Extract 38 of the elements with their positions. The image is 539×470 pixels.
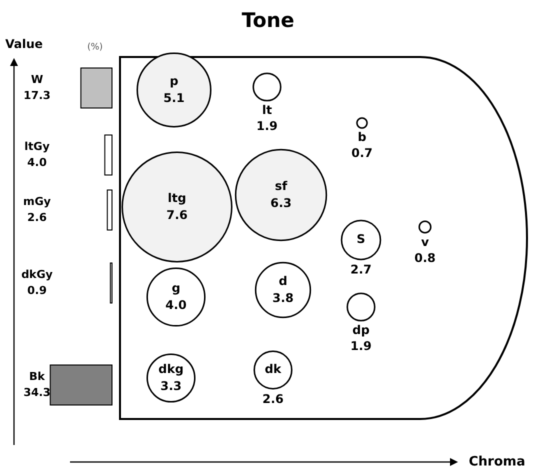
category-label: ltg (168, 191, 186, 206)
category-label: S (356, 232, 366, 246)
data-label: 17.3 (23, 88, 51, 102)
category-label: b (358, 130, 367, 144)
data-label: 4.0 (27, 156, 48, 169)
category-label: g (172, 281, 180, 296)
data-label: 7.6 (166, 208, 188, 222)
text: Tone (242, 8, 294, 32)
data-label: 0.8 (414, 250, 436, 265)
y-tick-label: mGy (23, 194, 51, 208)
annotation: (%) (87, 42, 103, 52)
category-label: v (421, 234, 430, 249)
y-tick-label: W (30, 72, 44, 86)
category-label: dk (264, 362, 282, 376)
data-label: 1.9 (350, 338, 372, 353)
data-label: 3.8 (272, 291, 294, 306)
text: Chroma (468, 454, 526, 470)
data-label: 1.9 (256, 118, 278, 133)
data-label: 0.7 (351, 146, 373, 160)
category-label: lt (262, 102, 272, 117)
category-label: d (278, 274, 288, 288)
data-label: 2.6 (262, 392, 284, 406)
data-label: 4.0 (165, 298, 187, 312)
y-tick-label: Bk (29, 370, 46, 383)
data-label: 2.7 (350, 262, 372, 277)
data-label: 6.3 (270, 196, 292, 210)
data-label: 34.3 (23, 386, 51, 399)
data-label: 0.9 (27, 284, 47, 297)
y-axis-title: Value (5, 37, 43, 52)
data-label: 3.3 (160, 379, 182, 394)
y-tick-label: dkGy (21, 268, 53, 281)
category-label: dkg (158, 362, 184, 376)
data-label: 2.6 (27, 210, 48, 224)
category-label: p (170, 74, 179, 88)
y-tick-label: ltGy (24, 140, 50, 153)
category-label: sf (274, 179, 288, 194)
data-label: 5.1 (163, 91, 185, 106)
category-label: dp (352, 322, 370, 337)
